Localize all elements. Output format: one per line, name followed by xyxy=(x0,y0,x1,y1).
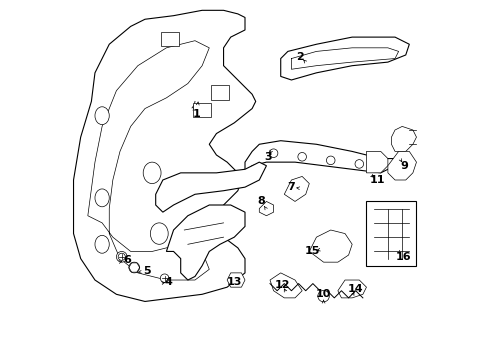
Ellipse shape xyxy=(150,223,168,244)
Polygon shape xyxy=(338,280,367,298)
Polygon shape xyxy=(74,10,256,301)
Text: 11: 11 xyxy=(369,175,385,185)
Circle shape xyxy=(117,251,127,262)
Text: 16: 16 xyxy=(396,252,412,262)
Ellipse shape xyxy=(95,235,109,253)
Polygon shape xyxy=(392,126,416,152)
Circle shape xyxy=(355,159,364,168)
FancyBboxPatch shape xyxy=(161,32,179,46)
Text: 10: 10 xyxy=(316,289,331,299)
Circle shape xyxy=(298,153,306,161)
Text: 9: 9 xyxy=(400,161,408,171)
Text: 14: 14 xyxy=(348,284,364,294)
FancyBboxPatch shape xyxy=(211,85,229,100)
Polygon shape xyxy=(245,141,402,173)
Polygon shape xyxy=(309,230,352,262)
Polygon shape xyxy=(367,202,416,266)
Polygon shape xyxy=(270,273,302,298)
Ellipse shape xyxy=(95,107,109,125)
Polygon shape xyxy=(388,152,416,180)
Polygon shape xyxy=(281,37,409,80)
Text: 15: 15 xyxy=(305,247,320,256)
Circle shape xyxy=(129,262,140,273)
Polygon shape xyxy=(284,176,309,202)
Circle shape xyxy=(160,274,169,283)
Text: 13: 13 xyxy=(226,277,242,287)
Polygon shape xyxy=(227,273,245,287)
Text: 12: 12 xyxy=(275,280,290,291)
Text: 1: 1 xyxy=(193,109,200,119)
Text: 5: 5 xyxy=(143,266,150,276)
FancyBboxPatch shape xyxy=(193,103,211,117)
Circle shape xyxy=(118,253,125,260)
Polygon shape xyxy=(259,202,273,216)
Text: 7: 7 xyxy=(288,182,295,192)
Text: 8: 8 xyxy=(257,197,265,206)
Text: 4: 4 xyxy=(164,277,172,287)
Ellipse shape xyxy=(95,189,109,207)
Text: 2: 2 xyxy=(296,52,304,62)
Polygon shape xyxy=(88,41,209,280)
Circle shape xyxy=(326,156,335,165)
Polygon shape xyxy=(167,205,245,280)
Polygon shape xyxy=(367,152,388,173)
Circle shape xyxy=(270,149,278,157)
Polygon shape xyxy=(156,162,267,212)
Text: 6: 6 xyxy=(123,255,131,265)
Ellipse shape xyxy=(143,162,161,184)
Text: 3: 3 xyxy=(265,152,272,162)
Circle shape xyxy=(318,291,329,302)
